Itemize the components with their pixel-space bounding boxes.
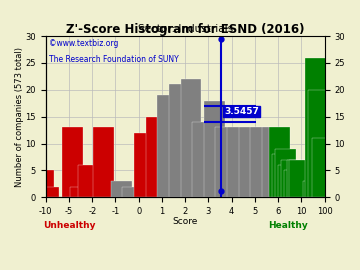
- Bar: [70, 187, 91, 197]
- Y-axis label: Number of companies (573 total): Number of companies (573 total): [15, 47, 24, 187]
- Bar: [78, 165, 99, 197]
- Bar: [33, 170, 54, 197]
- Bar: [134, 133, 155, 197]
- Bar: [181, 79, 202, 197]
- Bar: [262, 127, 283, 197]
- Bar: [302, 181, 324, 197]
- Bar: [305, 58, 326, 197]
- Bar: [287, 160, 307, 197]
- Title: Z'-Score Histogram for ESND (2016): Z'-Score Histogram for ESND (2016): [66, 23, 305, 36]
- Bar: [275, 149, 296, 197]
- Bar: [111, 181, 132, 197]
- Text: Healthy: Healthy: [269, 221, 308, 230]
- Bar: [278, 165, 299, 197]
- Bar: [62, 127, 83, 197]
- Bar: [272, 154, 293, 197]
- Bar: [146, 117, 167, 197]
- Bar: [93, 127, 114, 197]
- Text: 3.5457: 3.5457: [224, 107, 259, 116]
- Text: The Research Foundation of SUNY: The Research Foundation of SUNY: [49, 55, 178, 65]
- Bar: [37, 187, 59, 197]
- Bar: [227, 127, 248, 197]
- X-axis label: Score: Score: [172, 217, 198, 227]
- Bar: [122, 187, 143, 197]
- Bar: [312, 138, 333, 197]
- Bar: [250, 127, 271, 197]
- Bar: [157, 95, 178, 197]
- Bar: [239, 127, 260, 197]
- Bar: [215, 127, 236, 197]
- Bar: [284, 170, 305, 197]
- Text: Unhealthy: Unhealthy: [43, 221, 95, 230]
- Text: ©www.textbiz.org: ©www.textbiz.org: [49, 39, 118, 48]
- Bar: [281, 160, 302, 197]
- Bar: [192, 122, 213, 197]
- Bar: [204, 101, 225, 197]
- Bar: [308, 90, 329, 197]
- Text: Sector: Industrials: Sector: Industrials: [138, 25, 233, 35]
- Bar: [269, 127, 290, 197]
- Bar: [289, 160, 310, 197]
- Bar: [169, 85, 190, 197]
